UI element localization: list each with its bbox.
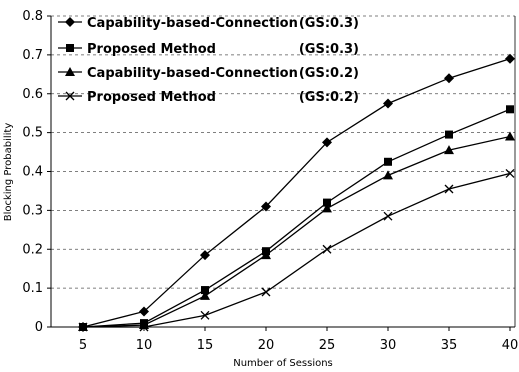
legend-item: Proposed Method (GS:0.3) bbox=[58, 42, 359, 57]
data-point bbox=[200, 290, 210, 300]
x-tick-labels: 5 10 15 20 25 30 35 40 bbox=[79, 327, 518, 353]
data-point bbox=[505, 168, 515, 178]
x-tick-label: 5 bbox=[79, 338, 87, 353]
series-line bbox=[83, 172, 511, 328]
data-point bbox=[78, 322, 88, 332]
legend-gs-label: (GS:0.3) bbox=[299, 42, 359, 57]
series-3 bbox=[78, 131, 515, 331]
data-point bbox=[444, 184, 454, 194]
data-point bbox=[383, 98, 393, 109]
data-point bbox=[383, 170, 393, 180]
data-point bbox=[322, 244, 332, 254]
series-line bbox=[82, 108, 511, 328]
legend-label: Capability-based-Connection bbox=[87, 16, 298, 31]
data-point bbox=[322, 137, 332, 148]
y-tick-labels: 0 0.1 0.2 0.3 0.4 0.5 0.6 0.7 0.8 bbox=[22, 9, 51, 335]
series-group bbox=[78, 53, 515, 332]
legend-item: Capability-based-Connection (GS:0.2) bbox=[58, 66, 359, 81]
legend-label: Proposed Method bbox=[87, 90, 216, 105]
x-tick-label: 40 bbox=[502, 338, 519, 353]
y-axis-title: Blocking Probability bbox=[3, 123, 14, 222]
legend-marker bbox=[66, 44, 74, 52]
data-point bbox=[322, 203, 332, 213]
y-tick-label: 0.3 bbox=[22, 203, 43, 218]
data-point bbox=[261, 250, 271, 260]
series-2 bbox=[79, 105, 514, 331]
y-tick-label: 0.6 bbox=[22, 87, 43, 102]
legend-item: Capability-based-Connection (GS:0.3) bbox=[58, 16, 359, 31]
data-point bbox=[323, 198, 331, 207]
x-tick-label: 15 bbox=[197, 338, 214, 353]
legend-marker bbox=[65, 91, 75, 101]
y-tick-label: 0.1 bbox=[22, 281, 43, 296]
series-line bbox=[82, 58, 511, 328]
data-point bbox=[201, 286, 209, 295]
data-point bbox=[384, 157, 392, 166]
x-tick-label: 30 bbox=[380, 338, 397, 353]
y-tick-label: 0.7 bbox=[22, 48, 43, 63]
series-4 bbox=[78, 168, 515, 332]
y-tick-label: 0.5 bbox=[22, 126, 43, 141]
legend-marker bbox=[65, 67, 75, 76]
series-line bbox=[82, 135, 511, 328]
data-point bbox=[139, 306, 149, 317]
data-point bbox=[261, 287, 271, 297]
legend-marker bbox=[65, 17, 75, 27]
data-point bbox=[506, 105, 514, 114]
data-point bbox=[383, 211, 393, 221]
x-tick-label: 10 bbox=[136, 338, 153, 353]
data-point bbox=[505, 53, 515, 64]
y-tick-label: 0 bbox=[35, 320, 43, 335]
legend-label: Capability-based-Connection bbox=[87, 66, 298, 81]
data-point bbox=[200, 250, 210, 261]
data-point bbox=[139, 322, 149, 332]
y-tick-label: 0.8 bbox=[22, 9, 43, 24]
y-tick-label: 0.2 bbox=[22, 242, 43, 257]
legend-label: Proposed Method bbox=[87, 42, 216, 57]
x-axis-title: Number of Sessions bbox=[233, 358, 333, 369]
legend-gs-label: (GS:0.3) bbox=[299, 16, 359, 31]
legend: Capability-based-Connection (GS:0.3)Propo… bbox=[58, 16, 359, 105]
data-point bbox=[200, 310, 210, 320]
x-tick-label: 35 bbox=[441, 338, 458, 353]
gridlines bbox=[51, 15, 515, 289]
legend-gs-label: (GS:0.2) bbox=[299, 90, 359, 105]
data-point bbox=[261, 201, 271, 212]
data-point bbox=[505, 131, 515, 141]
data-point bbox=[445, 130, 453, 139]
y-tick-label: 0.4 bbox=[22, 165, 43, 180]
data-point bbox=[444, 145, 454, 155]
x-tick-label: 25 bbox=[319, 338, 336, 353]
data-point bbox=[444, 73, 454, 84]
x-tick-label: 20 bbox=[258, 338, 275, 353]
legend-gs-label: (GS:0.2) bbox=[299, 66, 359, 81]
legend-item: Proposed Method (GS:0.2) bbox=[58, 90, 359, 105]
